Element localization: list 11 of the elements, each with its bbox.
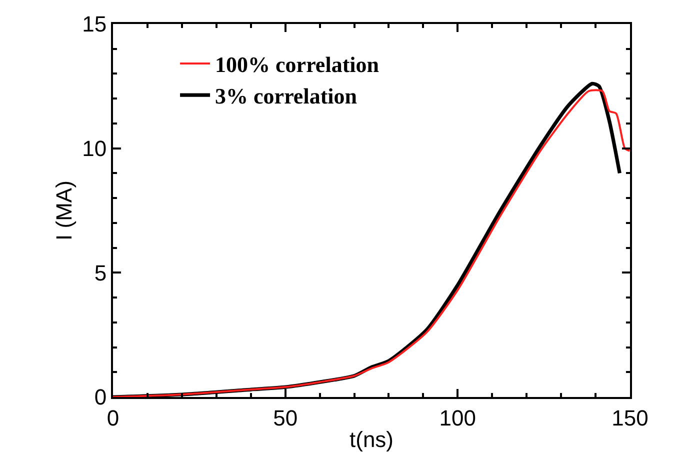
x-axis-title: t(ns) <box>350 426 394 452</box>
x-tick-label: 100 <box>439 405 476 430</box>
legend-label: 100% correlation <box>215 52 379 78</box>
y-axis-title: I (MA) <box>51 180 76 240</box>
x-tick-label: 50 <box>273 405 298 430</box>
y-tick-label: 15 <box>82 12 107 37</box>
legend-label: 3% correlation <box>215 84 357 109</box>
y-tick-label: 10 <box>82 136 107 162</box>
x-tick-label: 150 <box>612 405 648 430</box>
y-tick-label: 5 <box>94 260 107 286</box>
y-tick-label: 0 <box>94 384 107 410</box>
